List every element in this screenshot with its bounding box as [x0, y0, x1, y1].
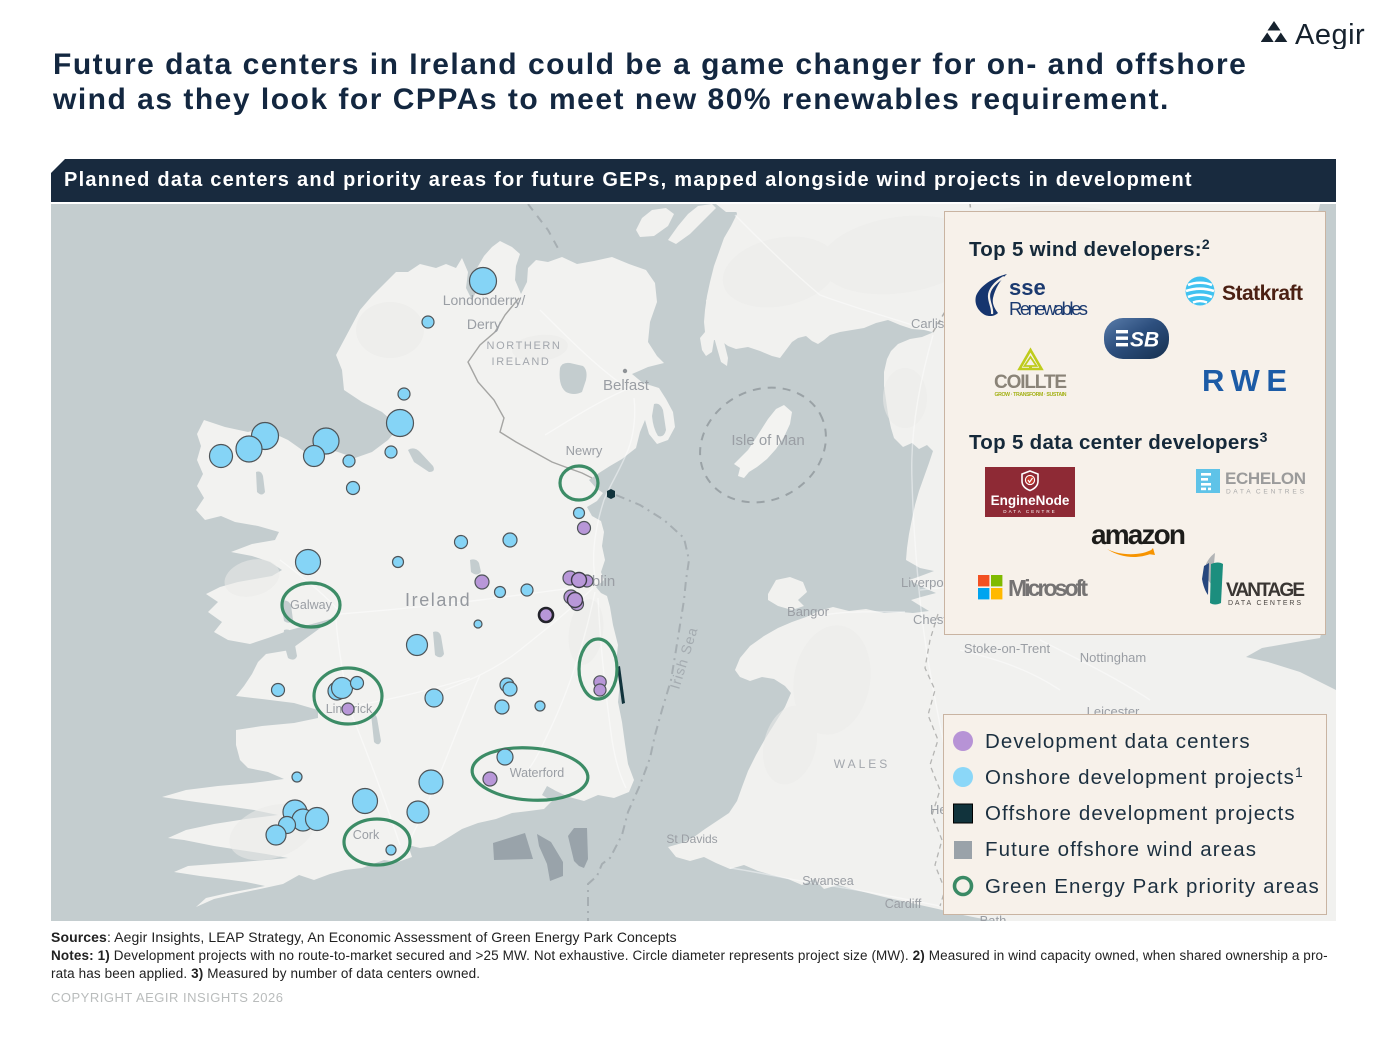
- svg-text:DATA CENTERS: DATA CENTERS: [1228, 600, 1301, 607]
- svg-text:Galway: Galway: [290, 598, 332, 612]
- svg-text:Cork: Cork: [353, 828, 380, 842]
- svg-text:Waterford: Waterford: [510, 766, 564, 780]
- svg-text:Bangor: Bangor: [787, 604, 830, 619]
- svg-text:SB: SB: [1130, 329, 1159, 352]
- svg-text:Liverpool: Liverpool: [901, 575, 954, 590]
- svg-text:D A T A C E N T R E S: D A T A C E N T R E S: [1226, 489, 1305, 496]
- svg-text:IRELAND: IRELAND: [492, 356, 551, 368]
- svg-text:Future offshore wind areas: Future offshore wind areas: [985, 838, 1257, 861]
- svg-text:Aegir: Aegir: [1295, 19, 1365, 49]
- svg-text:COILLTE: COILLTE: [994, 372, 1067, 393]
- svg-text:sse: sse: [1009, 275, 1046, 300]
- svg-text:Carlisle: Carlisle: [911, 316, 954, 331]
- svg-text:NORTHERN: NORTHERN: [487, 340, 562, 352]
- svg-text:Nottingham: Nottingham: [1080, 650, 1146, 665]
- svg-text:St Davids: St Davids: [666, 832, 717, 846]
- svg-text:Microsoft: Microsoft: [1008, 575, 1088, 601]
- svg-text:VANTAGE: VANTAGE: [1226, 580, 1305, 601]
- svg-text:DATA CENTRE: DATA CENTRE: [1003, 509, 1056, 514]
- svg-text:Statkraft: Statkraft: [1222, 282, 1303, 305]
- svg-text:Onshore development projects1: Onshore development projects1: [985, 764, 1304, 789]
- svg-text:Derry: Derry: [467, 316, 501, 332]
- svg-text:ECHELON: ECHELON: [1225, 469, 1306, 488]
- svg-text:WALES: WALES: [834, 757, 891, 771]
- svg-text:Top 5 wind developers:2: Top 5 wind developers:2: [969, 236, 1210, 261]
- svg-text:Bath: Bath: [980, 913, 1007, 921]
- svg-text:Offshore development projects: Offshore development projects: [985, 802, 1296, 825]
- svg-text:Renewables: Renewables: [1009, 298, 1088, 319]
- svg-text:EngineNode: EngineNode: [991, 493, 1070, 508]
- svg-text:Green Energy Park priority are: Green Energy Park priority areas: [985, 875, 1320, 898]
- svg-text:Stoke-on-Trent: Stoke-on-Trent: [964, 641, 1051, 656]
- svg-text:Ireland: Ireland: [405, 590, 471, 610]
- svg-text:Isle of Man: Isle of Man: [731, 432, 804, 449]
- svg-text:GROW · TRANSFORM · SUSTAIN: GROW · TRANSFORM · SUSTAIN: [995, 392, 1067, 398]
- svg-text:Cardiff: Cardiff: [885, 897, 922, 911]
- svg-text:RWE: RWE: [1202, 363, 1287, 398]
- svg-text:Londonderry/: Londonderry/: [443, 292, 526, 308]
- svg-text:Top 5 data center developers3: Top 5 data center developers3: [969, 429, 1268, 454]
- svg-text:Development data centers: Development data centers: [985, 730, 1251, 753]
- svg-text:Newry: Newry: [566, 443, 603, 458]
- svg-text:Swansea: Swansea: [802, 874, 853, 888]
- svg-text:amazon: amazon: [1091, 519, 1186, 550]
- svg-text:Belfast: Belfast: [603, 377, 650, 394]
